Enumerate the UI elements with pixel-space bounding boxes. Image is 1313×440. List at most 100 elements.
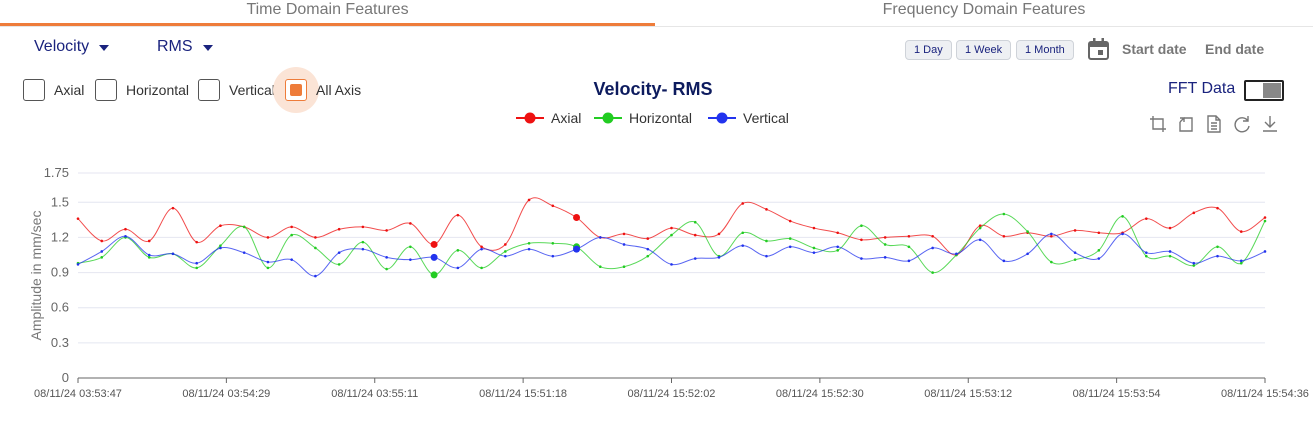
- data-point-horizontal: [978, 226, 982, 230]
- tab-frequency-domain[interactable]: Frequency Domain Features: [882, 1, 1086, 18]
- data-point-horizontal: [361, 240, 365, 244]
- data-point-vertical[interactable]: [430, 253, 438, 261]
- data-point-axial: [171, 206, 175, 210]
- checkbox-box[interactable]: [95, 79, 117, 101]
- fft-data-label: FFT Data: [1168, 80, 1236, 97]
- series-line-horizontal: [77, 213, 1266, 276]
- zoom-in-icon[interactable]: [1148, 114, 1168, 134]
- data-point-vertical: [1073, 251, 1077, 254]
- series-line-axial: [77, 197, 1266, 256]
- range-1-day-button[interactable]: 1 Day: [905, 40, 952, 60]
- legend-label-axial[interactable]: Axial: [551, 110, 581, 126]
- zoom-back-icon[interactable]: [1176, 114, 1196, 134]
- data-point-axial: [741, 202, 745, 205]
- data-point-horizontal: [1216, 245, 1219, 249]
- data-point-axial: [646, 237, 650, 240]
- data-point-axial: [836, 231, 839, 235]
- checkbox-axial[interactable]: Axial: [23, 79, 84, 101]
- data-point-axial: [1192, 211, 1196, 215]
- tab-time-domain[interactable]: Time Domain Features: [0, 0, 655, 26]
- legend-marker-vertical[interactable]: [716, 112, 728, 124]
- data-point-horizontal: [622, 265, 626, 269]
- data-point-axial: [504, 243, 507, 246]
- calendar-icon[interactable]: [1088, 38, 1109, 60]
- data-point-horizontal: [314, 246, 317, 250]
- data-point-horizontal: [100, 256, 104, 259]
- data-point-axial: [812, 226, 816, 230]
- checkbox-vertical[interactable]: Vertical: [198, 79, 275, 101]
- data-point-vertical: [812, 251, 816, 254]
- data-point-vertical: [1239, 259, 1243, 263]
- data-point-vertical: [860, 257, 863, 260]
- data-point-axial: [717, 232, 721, 236]
- legend-marker-horizontal[interactable]: [602, 112, 614, 124]
- x-tick-label: 08/11/24 15:52:30: [776, 388, 864, 400]
- data-point-vertical: [931, 246, 934, 250]
- download-icon[interactable]: [1260, 114, 1280, 134]
- data-point-horizontal: [860, 224, 863, 228]
- data-point-horizontal: [1050, 260, 1053, 264]
- data-point-horizontal: [551, 241, 555, 245]
- data-point-axial: [266, 236, 270, 239]
- checkbox-all-axis[interactable]: All Axis: [273, 67, 361, 113]
- data-point-vertical: [409, 258, 412, 261]
- y-tick-label: 1.2: [51, 229, 69, 244]
- data-point-vertical: [598, 236, 602, 239]
- start-date-field[interactable]: Start date: [1122, 41, 1187, 57]
- checkbox-horizontal[interactable]: Horizontal: [95, 79, 189, 101]
- data-point-horizontal: [385, 267, 388, 271]
- data-point-axial: [1002, 234, 1006, 238]
- legend-label-vertical[interactable]: Vertical: [743, 110, 789, 126]
- data-point-horizontal: [1073, 258, 1077, 261]
- data-point-vertical[interactable]: [573, 245, 581, 253]
- data-point-horizontal: [741, 231, 745, 235]
- data-point-horizontal: [1097, 249, 1101, 252]
- data-point-axial: [978, 224, 982, 228]
- data-point-axial: [290, 225, 293, 229]
- data-point-axial[interactable]: [573, 214, 581, 222]
- data-point-horizontal: [765, 239, 768, 243]
- data-point-axial: [361, 225, 365, 229]
- data-point-axial: [456, 213, 460, 217]
- data-point-horizontal: [907, 245, 911, 249]
- y-tick-label: 1.5: [51, 194, 69, 209]
- document-icon[interactable]: [1204, 114, 1224, 134]
- data-point-vertical: [1121, 232, 1124, 236]
- legend-label-horizontal[interactable]: Horizontal: [629, 110, 692, 126]
- y-tick-label: 0: [62, 370, 69, 385]
- metric-dropdown[interactable]: RMS: [157, 38, 213, 56]
- refresh-icon[interactable]: [1232, 114, 1252, 134]
- data-point-axial: [1239, 230, 1243, 233]
- data-point-horizontal[interactable]: [430, 271, 438, 279]
- data-point-horizontal: [290, 233, 293, 237]
- data-point-axial: [622, 232, 626, 236]
- range-1-week-button[interactable]: 1 Week: [956, 40, 1012, 60]
- data-point-vertical: [124, 234, 127, 238]
- data-point-horizontal: [836, 249, 839, 252]
- fft-data-toggle[interactable]: [1244, 80, 1284, 101]
- checkbox-box-checked[interactable]: [285, 79, 307, 101]
- checkbox-axial-label: Axial: [54, 82, 85, 98]
- data-point-horizontal: [812, 246, 816, 250]
- data-point-horizontal: [788, 237, 792, 240]
- caret-down-icon: [99, 45, 110, 51]
- data-point-vertical: [1263, 250, 1267, 253]
- checkbox-box[interactable]: [198, 79, 220, 101]
- data-point-vertical: [100, 250, 104, 253]
- parameter-dropdown-value: Velocity: [34, 38, 90, 55]
- checkbox-box[interactable]: [23, 79, 45, 101]
- data-point-horizontal: [219, 244, 222, 247]
- legend-marker-axial[interactable]: [524, 112, 536, 124]
- parameter-dropdown[interactable]: Velocity: [34, 38, 110, 56]
- data-point-axial: [1097, 231, 1101, 235]
- data-point-axial: [1263, 216, 1267, 219]
- range-1-month-button[interactable]: 1 Month: [1016, 40, 1074, 60]
- data-point-axial: [551, 204, 555, 208]
- data-point-axial[interactable]: [430, 240, 438, 248]
- end-date-field[interactable]: End date: [1205, 41, 1265, 57]
- data-point-axial: [100, 239, 104, 243]
- x-tick-label: 08/11/24 15:52:02: [628, 388, 716, 400]
- data-point-horizontal: [1168, 254, 1172, 258]
- data-point-axial: [788, 219, 792, 223]
- chart-toolbar: [1148, 114, 1288, 134]
